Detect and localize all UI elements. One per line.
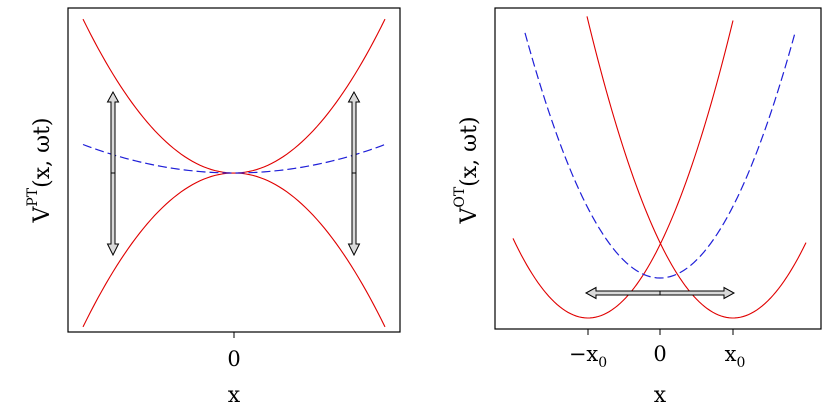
right-xtick-pos-label: x0 <box>725 342 746 371</box>
left-xtick-zero-label: 0 <box>227 347 240 371</box>
svg-text:VOT(x, ωt): VOT(x, ωt) <box>452 116 482 224</box>
right-panel: −x0 0 x0 x VOT(x, ωt) <box>452 7 822 408</box>
right-red-parabola-left-well <box>512 20 734 319</box>
right-red-parabola-right-well <box>586 16 807 319</box>
right-ylabel: VOT(x, ωt) <box>452 116 482 224</box>
right-xlabel: x <box>654 383 667 408</box>
right-xtick-zero-label: 0 <box>653 342 666 366</box>
left-upper-red-parabola <box>82 18 386 174</box>
right-xtick-neg-label: −x0 <box>569 342 607 371</box>
left-lower-red-parabola <box>82 172 386 328</box>
left-vertical-double-arrow-1 <box>106 90 120 257</box>
svg-text:VPT(x, ωt): VPT(x, ωt) <box>25 118 55 224</box>
left-ylabel: VPT(x, ωt) <box>25 118 55 224</box>
left-dashed-blue-curve <box>82 143 386 174</box>
left-xlabel: x <box>228 383 241 408</box>
right-horizontal-double-arrow <box>584 286 736 300</box>
left-plot-frame <box>67 7 401 333</box>
right-dashed-blue-parabola <box>524 32 796 279</box>
left-vertical-double-arrow-2 <box>347 90 361 257</box>
right-plot-frame <box>494 7 822 330</box>
left-panel: 0 x VPT(x, ωt) <box>25 7 401 408</box>
